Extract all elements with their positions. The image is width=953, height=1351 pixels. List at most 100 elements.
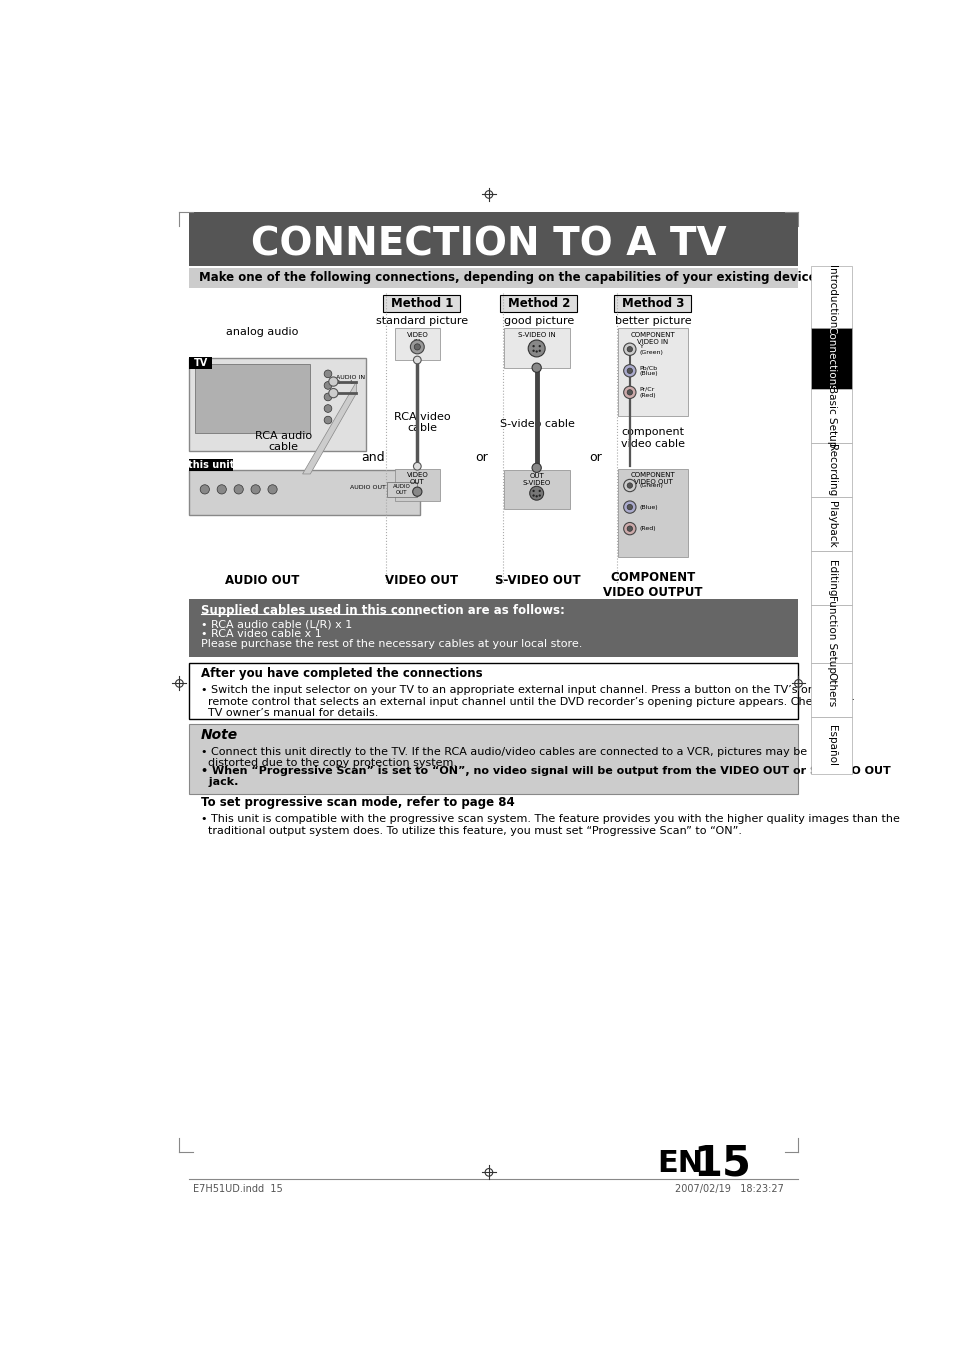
Bar xyxy=(190,600,798,657)
Bar xyxy=(810,716,851,774)
Text: COMPONENT
VIDEO OUTPUT: COMPONENT VIDEO OUTPUT xyxy=(602,571,702,598)
Text: better picture: better picture xyxy=(614,316,691,326)
Circle shape xyxy=(217,485,226,494)
Text: Method 2: Method 2 xyxy=(507,297,570,311)
Text: Please purchase the rest of the necessary cables at your local store.: Please purchase the rest of the necessar… xyxy=(201,639,581,648)
Text: AUDIO OUT: AUDIO OUT xyxy=(350,485,386,490)
Bar xyxy=(383,296,460,312)
Text: (Red): (Red) xyxy=(639,526,656,531)
Bar xyxy=(500,296,577,312)
Bar xyxy=(504,470,569,508)
Text: good picture: good picture xyxy=(503,316,574,326)
Circle shape xyxy=(324,393,332,401)
Text: VIDEO
IN: VIDEO IN xyxy=(406,332,428,346)
Text: CONNECTION TO A TV: CONNECTION TO A TV xyxy=(251,226,726,263)
Circle shape xyxy=(538,345,540,347)
Circle shape xyxy=(626,526,632,531)
Bar xyxy=(810,389,851,443)
Text: Method 1: Method 1 xyxy=(391,297,453,311)
Text: standard picture: standard picture xyxy=(375,316,468,326)
Circle shape xyxy=(532,463,540,473)
Text: • RCA video cable x 1: • RCA video cable x 1 xyxy=(201,630,321,639)
Text: this unit: this unit xyxy=(188,459,233,470)
Text: or: or xyxy=(588,450,601,463)
Bar xyxy=(810,266,851,328)
Circle shape xyxy=(251,485,260,494)
Circle shape xyxy=(532,494,535,497)
Circle shape xyxy=(324,416,332,424)
Polygon shape xyxy=(302,381,356,474)
Text: component
video cable: component video cable xyxy=(620,427,684,449)
Circle shape xyxy=(268,485,277,494)
Circle shape xyxy=(535,496,537,497)
Text: analog audio: analog audio xyxy=(226,327,298,336)
Text: (Green): (Green) xyxy=(639,484,663,488)
Text: S-VIDEO OUT: S-VIDEO OUT xyxy=(494,574,579,586)
Circle shape xyxy=(623,386,636,399)
Circle shape xyxy=(626,367,632,373)
Text: VIDEO
OUT: VIDEO OUT xyxy=(406,473,428,485)
Circle shape xyxy=(538,350,540,351)
Bar xyxy=(810,605,851,662)
Bar xyxy=(190,267,798,288)
Text: Playback: Playback xyxy=(825,501,836,547)
Circle shape xyxy=(623,501,636,513)
Bar xyxy=(190,662,798,719)
Text: RCA video
cable: RCA video cable xyxy=(394,412,450,434)
Circle shape xyxy=(200,485,210,494)
Circle shape xyxy=(329,389,337,397)
Text: TV: TV xyxy=(193,358,208,367)
Bar xyxy=(190,357,213,369)
Text: VIDEO OUT: VIDEO OUT xyxy=(385,574,458,586)
Text: S-VIDEO IN: S-VIDEO IN xyxy=(517,332,555,338)
Text: Others: Others xyxy=(825,671,836,707)
Text: Method 3: Method 3 xyxy=(621,297,683,311)
Bar xyxy=(810,551,851,605)
Circle shape xyxy=(538,494,540,497)
Circle shape xyxy=(532,350,535,351)
Text: E7H51UD.indd  15: E7H51UD.indd 15 xyxy=(193,1183,283,1193)
Bar xyxy=(190,458,233,471)
Circle shape xyxy=(329,377,337,386)
Text: Make one of the following connections, depending on the capabilities of your exi: Make one of the following connections, d… xyxy=(198,272,820,284)
Bar xyxy=(810,662,851,716)
Bar xyxy=(190,358,366,451)
Text: S-video cable: S-video cable xyxy=(499,419,575,428)
Text: Pr/Cr
(Red): Pr/Cr (Red) xyxy=(639,386,656,397)
Text: or: or xyxy=(475,450,487,463)
Bar xyxy=(387,482,416,497)
Text: • Connect this unit directly to the TV. If the RCA audio/video cables are connec: • Connect this unit directly to the TV. … xyxy=(201,747,806,769)
Circle shape xyxy=(532,363,540,373)
Circle shape xyxy=(623,480,636,492)
Text: AUDIO OUT: AUDIO OUT xyxy=(225,574,299,586)
Text: EN: EN xyxy=(656,1148,702,1178)
Circle shape xyxy=(626,482,632,488)
Text: Español: Español xyxy=(825,725,836,766)
Bar xyxy=(810,497,851,551)
Text: Supplied cables used in this connection are as follows:: Supplied cables used in this connection … xyxy=(201,604,564,617)
Circle shape xyxy=(535,350,537,353)
Circle shape xyxy=(626,389,632,394)
Text: Connections: Connections xyxy=(825,326,836,390)
Circle shape xyxy=(623,343,636,355)
Text: Note: Note xyxy=(201,728,238,742)
Text: COMPONENT
VIDEO IN: COMPONENT VIDEO IN xyxy=(630,331,675,345)
Circle shape xyxy=(529,486,543,500)
Text: To set progressive scan mode, refer to page 84: To set progressive scan mode, refer to p… xyxy=(201,796,515,809)
Text: COMPONENT
VIDEO OUT: COMPONENT VIDEO OUT xyxy=(630,471,675,485)
Text: 2007/02/19   18:23:27: 2007/02/19 18:23:27 xyxy=(675,1183,783,1193)
Text: AUDIO
OUT: AUDIO OUT xyxy=(393,484,411,494)
Bar xyxy=(504,328,569,367)
Text: OUT
S-VIDEO: OUT S-VIDEO xyxy=(522,473,550,486)
Text: • This unit is compatible with the progressive scan system. The feature provides: • This unit is compatible with the progr… xyxy=(201,815,899,836)
Circle shape xyxy=(626,504,632,509)
Circle shape xyxy=(538,490,540,492)
Text: and: and xyxy=(361,450,385,463)
Bar xyxy=(618,328,687,416)
Circle shape xyxy=(233,485,243,494)
Text: 15: 15 xyxy=(693,1142,751,1183)
Text: Basic Setup: Basic Setup xyxy=(825,385,836,447)
Circle shape xyxy=(528,340,544,357)
Text: Pb/Cb
(Blue): Pb/Cb (Blue) xyxy=(639,365,658,376)
Bar xyxy=(395,469,439,501)
